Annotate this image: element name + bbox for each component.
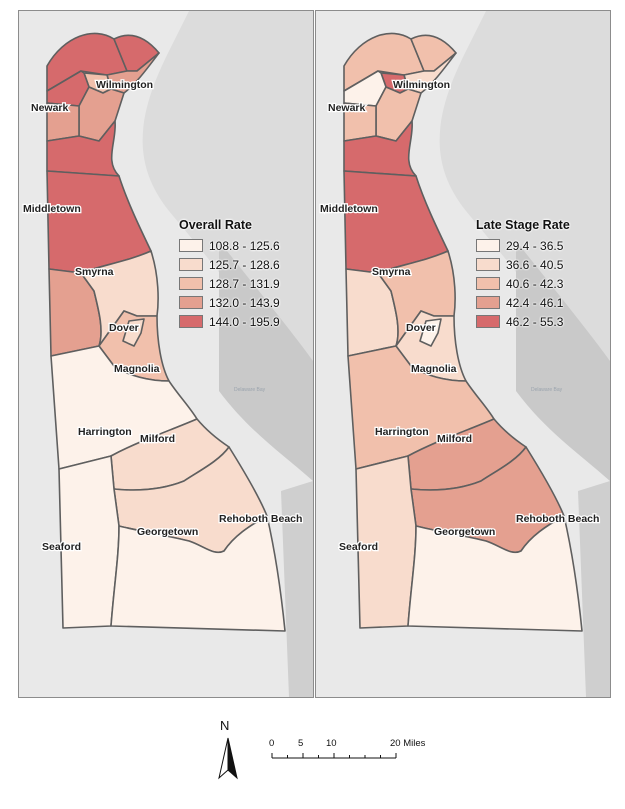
map-overall-rate: Delaware Bay Newark Wilmington Middletow…	[18, 10, 314, 698]
region-smyrna-e	[80, 250, 159, 347]
legend-swatch	[179, 315, 203, 328]
legend-overall: Overall Rate 108.8 - 125.6 125.7 - 128.6…	[179, 218, 313, 331]
place-label-seaford: Seaford	[339, 541, 378, 553]
place-label-wilmington: Wilmington	[393, 79, 450, 91]
scale-label: 5	[298, 738, 304, 749]
legend-item: 108.8 - 125.6	[179, 236, 313, 255]
legend-label: 29.4 - 36.5	[506, 238, 564, 253]
place-label-magnolia: Magnolia	[411, 363, 457, 375]
legend-label: 128.7 - 131.9	[209, 276, 280, 291]
place-label-smyrna: Smyrna	[75, 266, 114, 278]
place-label-magnolia: Magnolia	[114, 363, 160, 375]
legend-item: 29.4 - 36.5	[476, 236, 610, 255]
legend-swatch	[476, 239, 500, 252]
legend-label: 42.4 - 46.1	[506, 295, 564, 310]
place-label-dover: Dover	[109, 322, 139, 334]
place-label-newark: Newark	[31, 102, 69, 114]
legend-swatch	[476, 296, 500, 309]
place-label-newark: Newark	[328, 102, 366, 114]
scale-label: 10	[326, 738, 337, 749]
map-late-svg: Delaware Bay Newark Wilmington Middletow…	[319, 11, 610, 697]
delaware-regions	[46, 32, 286, 632]
legend-swatch	[179, 296, 203, 309]
legend-title: Late Stage Rate	[476, 218, 570, 232]
atlantic-ocean	[281, 481, 313, 697]
legend-item: 40.6 - 42.3	[476, 274, 610, 293]
scale-label: 20 Miles	[390, 738, 426, 749]
legend-label: 125.7 - 128.6	[209, 257, 280, 272]
place-labels: Newark Wilmington Middletown Smyrna Dove…	[319, 78, 601, 555]
place-label-seaford: Seaford	[42, 541, 81, 553]
region-smyrna-e	[377, 250, 456, 347]
legend-label: 144.0 - 195.9	[209, 314, 280, 329]
legend-item: 144.0 - 195.9	[179, 312, 313, 331]
north-label: N	[220, 718, 230, 733]
legend-item: 36.6 - 40.5	[476, 255, 610, 274]
legend-label: 36.6 - 40.5	[506, 257, 564, 272]
legend-swatch	[179, 239, 203, 252]
legend-swatch	[476, 258, 500, 271]
place-label-georgetown: Georgetown	[137, 526, 198, 538]
legend-swatch	[476, 277, 500, 290]
scale-bar: 0 5 10 20 Miles	[265, 738, 445, 768]
legend-label: 46.2 - 55.3	[506, 314, 564, 329]
place-label-rehoboth-beach: Rehoboth Beach	[219, 513, 302, 525]
place-label-smyrna: Smyrna	[372, 266, 411, 278]
delaware-regions	[343, 32, 583, 632]
bay-water-label: Delaware Bay	[531, 387, 563, 393]
bay-water-label: Delaware Bay	[234, 387, 266, 393]
legend-label: 40.6 - 42.3	[506, 276, 564, 291]
legend-item: 132.0 - 143.9	[179, 293, 313, 312]
place-label-wilmington: Wilmington	[96, 79, 153, 91]
region-dover-city	[419, 318, 442, 347]
place-label-dover: Dover	[406, 322, 436, 334]
legend-swatch	[476, 315, 500, 328]
legend-label: 108.8 - 125.6	[209, 238, 280, 253]
legend-late-stage: Late Stage Rate 29.4 - 36.5 36.6 - 40.5 …	[476, 218, 610, 331]
place-label-middletown: Middletown	[23, 203, 81, 215]
place-label-georgetown: Georgetown	[434, 526, 495, 538]
legend-title: Overall Rate	[179, 218, 252, 232]
north-arrow-icon	[218, 737, 238, 780]
place-label-rehoboth-beach: Rehoboth Beach	[516, 513, 599, 525]
place-label-milford: Milford	[140, 433, 175, 445]
legend-item: 128.7 - 131.9	[179, 274, 313, 293]
scale-label: 0	[269, 738, 275, 749]
map-late-stage-rate: Delaware Bay Newark Wilmington Middletow…	[315, 10, 611, 698]
region-newark-e	[78, 86, 125, 142]
map-overall-svg: Delaware Bay Newark Wilmington Middletow…	[22, 11, 313, 697]
legend-item: 46.2 - 55.3	[476, 312, 610, 331]
legend-item: 125.7 - 128.6	[179, 255, 313, 274]
region-dover-city	[122, 318, 145, 347]
region-newark-e	[375, 86, 422, 142]
legend-swatch	[179, 277, 203, 290]
legend-label: 132.0 - 143.9	[209, 295, 280, 310]
place-label-harrington: Harrington	[375, 426, 429, 438]
legend-item: 42.4 - 46.1	[476, 293, 610, 312]
atlantic-ocean	[578, 481, 610, 697]
delaware-bay	[219, 241, 313, 481]
place-label-milford: Milford	[437, 433, 472, 445]
region-rehoboth	[407, 515, 583, 632]
place-label-harrington: Harrington	[78, 426, 132, 438]
region-rehoboth	[110, 515, 286, 632]
legend-swatch	[179, 258, 203, 271]
place-labels: Newark Wilmington Middletown Smyrna Dove…	[22, 78, 304, 555]
place-label-middletown: Middletown	[320, 203, 378, 215]
delaware-bay	[516, 241, 610, 481]
scale-bar-ticks	[271, 753, 397, 759]
